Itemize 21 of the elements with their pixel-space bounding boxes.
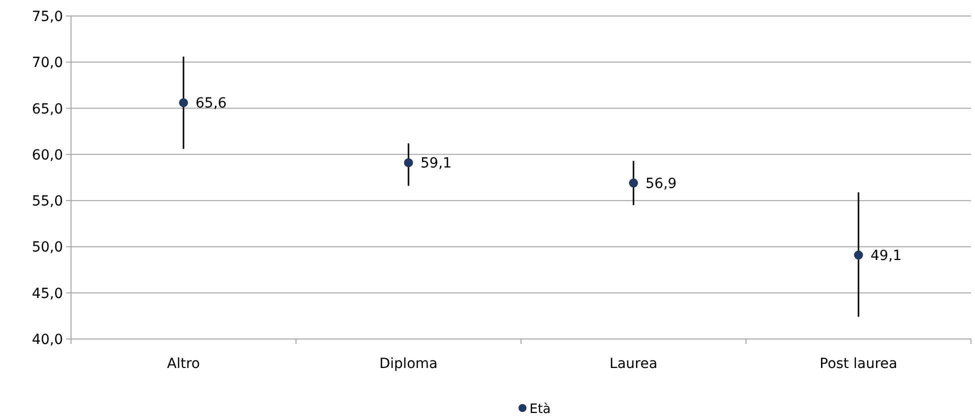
x-tick-label: Laurea (610, 356, 658, 372)
y-tick-label: 70,0 (32, 55, 63, 72)
point (179, 98, 188, 108)
data-label: 65,6 (196, 96, 227, 112)
point (404, 158, 413, 168)
point (629, 178, 638, 188)
data-label: 56,9 (646, 176, 677, 192)
x-tick-label: Diploma (379, 356, 438, 372)
y-tick-label: 45,0 (32, 286, 63, 302)
y-tick-label: 55,0 (32, 194, 63, 210)
x-tick-label: Post laurea (820, 356, 898, 372)
y-tick-label: 40,0 (32, 332, 63, 348)
y-tick-label: 50,0 (32, 240, 63, 256)
data-label: 49,1 (870, 248, 902, 264)
y-tick-label: 75,0 (32, 9, 63, 25)
point (854, 250, 863, 260)
y-tick-label: 65,0 (32, 101, 63, 118)
data-label: 59,1 (420, 156, 452, 172)
legend-label: Età (530, 402, 551, 417)
y-tick-label: 60,0 (32, 147, 63, 164)
x-tick-label: Altro (167, 356, 200, 372)
